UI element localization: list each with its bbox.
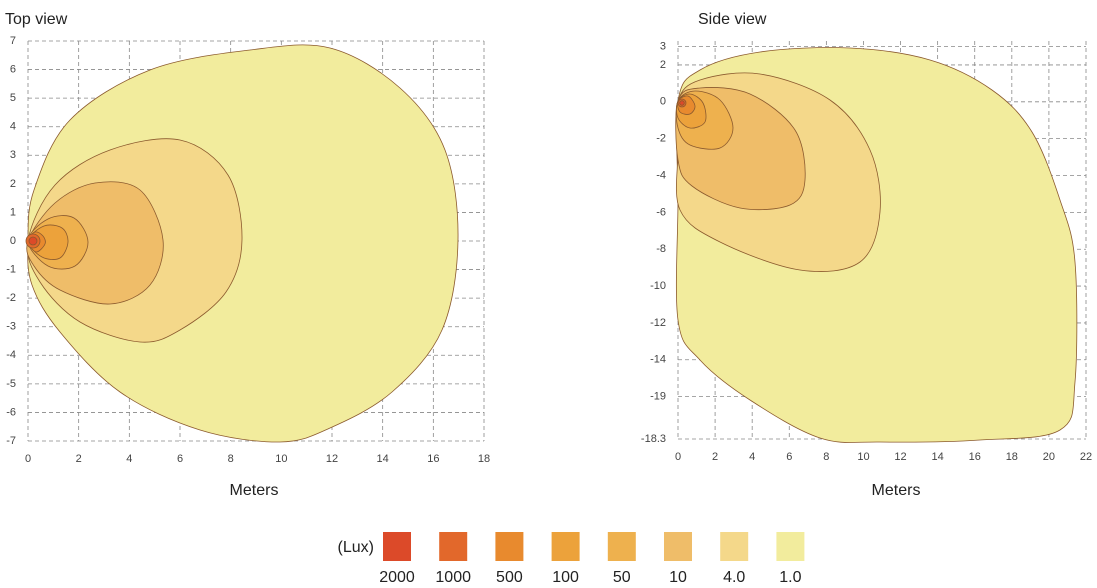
- x-tick-label: 20: [1043, 451, 1055, 463]
- legend-label: 1.0: [779, 569, 801, 586]
- y-tick-label: -6: [656, 206, 666, 218]
- top-xlabel: Meters: [230, 482, 279, 499]
- y-tick-label: -1: [6, 263, 16, 275]
- y-tick-label: -18.3: [641, 433, 666, 445]
- x-tick-label: 14: [377, 453, 389, 465]
- legend-label: 1000: [435, 569, 471, 586]
- legend-swatch: [551, 532, 580, 561]
- x-tick-label: 8: [228, 453, 234, 465]
- legend-label: 2000: [379, 569, 415, 586]
- y-tick-label: 3: [10, 149, 16, 161]
- x-tick-label: 18: [1006, 451, 1018, 463]
- legend-label: 100: [552, 569, 579, 586]
- y-tick-label: 5: [10, 92, 16, 104]
- contour: [28, 236, 38, 246]
- x-tick-label: 2: [712, 451, 718, 463]
- y-tick-label: 4: [10, 121, 16, 133]
- legend-swatch: [439, 532, 468, 561]
- y-tick-label: -19: [650, 391, 666, 403]
- y-tick-label: -3: [6, 321, 16, 333]
- legend-swatch: [776, 532, 805, 561]
- y-tick-label: -4: [6, 349, 16, 361]
- legend-label: 50: [613, 569, 631, 586]
- y-tick-label: -2: [6, 292, 16, 304]
- x-tick-label: 16: [427, 453, 439, 465]
- legend-swatch: [720, 532, 749, 561]
- contour: [679, 100, 685, 106]
- y-tick-label: -7: [6, 435, 16, 447]
- y-tick-label: 0: [10, 235, 16, 247]
- legend-label: 500: [496, 569, 523, 586]
- x-tick-label: 10: [857, 451, 869, 463]
- y-tick-label: -12: [650, 317, 666, 329]
- y-tick-label: 7: [10, 35, 16, 47]
- x-tick-label: 22: [1080, 451, 1092, 463]
- x-tick-label: 8: [823, 451, 829, 463]
- x-tick-label: 10: [275, 453, 287, 465]
- x-tick-label: 0: [675, 451, 681, 463]
- y-tick-label: 6: [10, 63, 16, 75]
- x-tick-label: 6: [177, 453, 183, 465]
- y-tick-label: 3: [660, 40, 666, 52]
- x-tick-label: 4: [126, 453, 132, 465]
- legend-label: 10: [669, 569, 687, 586]
- x-tick-label: 6: [786, 451, 792, 463]
- x-tick-label: 12: [894, 451, 906, 463]
- x-tick-label: 14: [932, 451, 944, 463]
- y-tick-label: -8: [656, 243, 666, 255]
- y-tick-label: 2: [660, 59, 666, 71]
- side-xlabel: Meters: [872, 482, 921, 499]
- legend-swatch: [607, 532, 636, 561]
- legend-swatch: [495, 532, 524, 561]
- y-tick-label: -4: [656, 169, 666, 181]
- y-tick-label: -5: [6, 378, 16, 390]
- x-tick-label: 16: [969, 451, 981, 463]
- x-tick-label: 12: [326, 453, 338, 465]
- x-tick-label: 0: [25, 453, 31, 465]
- y-tick-label: -2: [656, 133, 666, 145]
- y-tick-label: 2: [10, 178, 16, 190]
- y-tick-label: -6: [6, 406, 16, 418]
- legend-label: 4.0: [723, 569, 745, 586]
- legend-swatch: [383, 532, 411, 561]
- y-tick-label: 0: [660, 96, 666, 108]
- legend-title: (Lux): [338, 539, 374, 556]
- y-tick-label: -14: [650, 354, 666, 366]
- x-tick-label: 4: [749, 451, 755, 463]
- y-tick-label: -10: [650, 280, 666, 292]
- legend-swatch: [664, 532, 692, 561]
- side-title: Side view: [698, 11, 767, 28]
- top-title: Top view: [5, 11, 68, 28]
- contour: [26, 181, 164, 305]
- x-tick-label: 2: [76, 453, 82, 465]
- y-tick-label: 1: [10, 206, 16, 218]
- x-tick-label: 18: [478, 453, 490, 465]
